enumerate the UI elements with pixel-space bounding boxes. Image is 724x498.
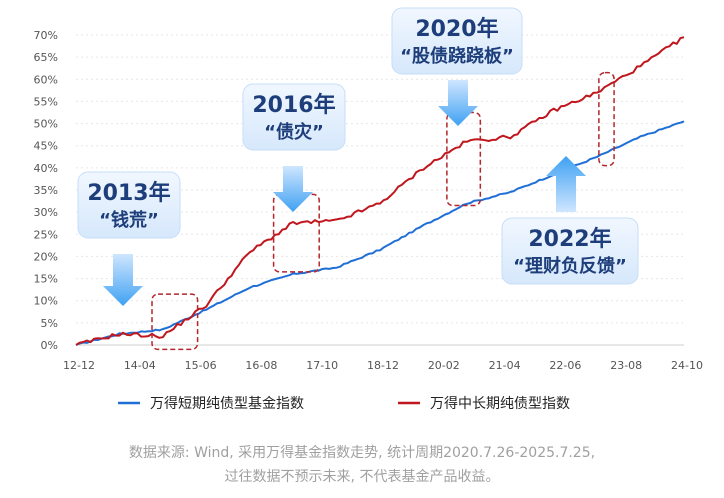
y-tick-label: 35% — [34, 184, 58, 197]
callout-1: 2013年 “钱荒” — [77, 171, 181, 306]
y-tick-label: 60% — [34, 73, 58, 86]
callout-year: 2013年 — [87, 180, 170, 206]
series-line-long-term — [75, 36, 685, 346]
callout-year: 2020年 — [415, 16, 498, 42]
x-tick-label: 14-04 — [124, 359, 156, 372]
x-tick-label: 12-12 — [63, 359, 95, 372]
callout-label: “股债跷跷板” — [400, 45, 514, 67]
y-tick-label: 0% — [41, 339, 58, 352]
arrow-down-icon — [273, 166, 313, 212]
source-note-line-1: 数据来源: Wind, 采用万得基金指数走势, 统计周期2020.7.26-20… — [128, 445, 596, 461]
y-tick-label: 20% — [34, 250, 58, 263]
y-tick-label: 40% — [34, 162, 58, 175]
legend-label: 万得中长期纯债型指数 — [430, 395, 570, 412]
callout-4: 2022年 “理财负反馈” — [501, 156, 639, 285]
callout-label: “债灾” — [264, 121, 324, 143]
x-tick-label: 22-06 — [549, 359, 581, 372]
callout-box — [391, 7, 523, 75]
highlight-boxes — [151, 71, 615, 351]
source-note-line-2: 过往数据不预示未来, 不代表基金产品收益。 — [224, 469, 500, 485]
x-tick-label: 24-10 — [671, 359, 703, 372]
y-tick-label: 25% — [34, 228, 58, 241]
y-tick-label: 70% — [34, 29, 58, 42]
line-chart: 0% 5% 10% 15% 20% 25% 30% 35% 40% 45% 50% 55% 60% 65%… — [34, 7, 703, 412]
callout-3: 2020年 “股债跷跷板” — [391, 7, 523, 126]
arrow-up-icon — [546, 156, 586, 212]
y-tick-label: 50% — [34, 118, 58, 131]
x-tick-label: 18-12 — [367, 359, 399, 372]
callout-year: 2016年 — [252, 92, 335, 118]
callouts: 2013年 “钱荒” 2016年 “债灾” 2020年 “股债跷跷板” 2022年 “理财负反… — [77, 7, 639, 306]
legend: 万得短期纯债型基金指数 万得中长期纯债型指数 — [118, 395, 570, 412]
callout-label: “理财负反馈” — [513, 255, 627, 277]
callout-box — [242, 83, 346, 151]
arrow-down-icon — [438, 80, 478, 126]
y-tick-label: 15% — [34, 273, 58, 286]
y-tick-label: 45% — [34, 140, 58, 153]
callout-box — [501, 217, 639, 285]
arrow-down-icon — [103, 254, 143, 306]
x-axis: 12-12 14-04 15-06 16-08 17-10 18-12 20-02 21-04… — [63, 359, 703, 372]
y-tick-label: 65% — [34, 51, 58, 64]
x-tick-label: 17-10 — [306, 359, 338, 372]
series — [75, 36, 685, 346]
x-tick-label: 20-02 — [428, 359, 460, 372]
highlight-box — [151, 293, 199, 351]
y-tick-label: 10% — [34, 295, 58, 308]
x-tick-label: 15-06 — [185, 359, 217, 372]
y-tick-label: 55% — [34, 95, 58, 108]
x-tick-label: 21-04 — [489, 359, 521, 372]
grid — [76, 34, 684, 346]
legend-label: 万得短期纯债型基金指数 — [150, 395, 304, 412]
x-tick-label: 23-08 — [610, 359, 642, 372]
y-tick-label: 5% — [41, 317, 58, 330]
callout-2: 2016年 “债灾” — [242, 83, 346, 212]
highlight-box — [446, 111, 482, 207]
callout-label: “钱荒” — [99, 209, 159, 231]
highlight-box — [598, 71, 615, 167]
y-axis: 0% 5% 10% 15% 20% 25% 30% 35% 40% 45% 50% 55% 60% 65%… — [34, 29, 58, 352]
x-tick-label: 16-08 — [245, 359, 277, 372]
y-tick-label: 30% — [34, 206, 58, 219]
callout-year: 2022年 — [528, 226, 611, 252]
callout-box — [77, 171, 181, 239]
